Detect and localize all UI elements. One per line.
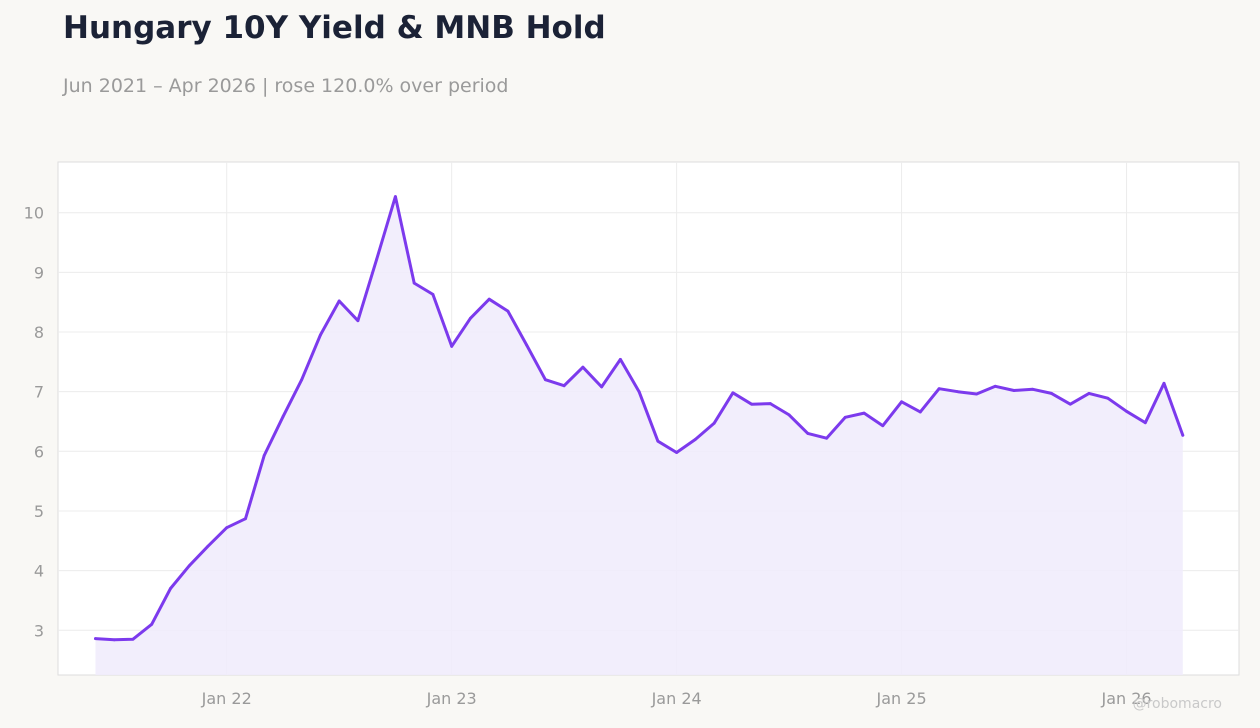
data-point <box>150 622 154 626</box>
data-point <box>712 421 716 425</box>
watermark: @robomacro <box>1132 696 1222 712</box>
data-point <box>394 195 397 198</box>
data-point <box>975 392 978 396</box>
data-point <box>806 432 810 435</box>
data-point <box>675 451 679 454</box>
data-point <box>94 637 97 641</box>
data-point <box>337 299 341 303</box>
data-point <box>187 564 191 568</box>
data-point <box>900 400 903 404</box>
data-point <box>225 526 229 530</box>
x-tick-label: Jan 25 <box>876 689 927 708</box>
data-point <box>1125 409 1128 413</box>
data-point <box>1106 396 1110 400</box>
y-tick-label: 3 <box>34 621 44 640</box>
data-point <box>244 517 247 521</box>
data-point <box>825 436 828 440</box>
y-tick-label: 9 <box>34 263 44 282</box>
data-point <box>881 424 885 428</box>
data-point <box>768 402 772 405</box>
data-point <box>206 544 210 548</box>
data-point <box>1012 389 1016 392</box>
y-tick-label: 7 <box>34 383 44 402</box>
y-axis-tick-labels: 3 4 5 6 7 8 9 10 <box>24 204 44 641</box>
data-point <box>993 384 997 388</box>
x-axis-tick-labels: Jan 22 Jan 23 Jan 24 Jan 25 Jan 26 <box>201 689 1152 708</box>
x-tick-label: Jan 23 <box>426 689 477 708</box>
y-tick-label: 5 <box>34 502 44 521</box>
data-point <box>169 587 172 590</box>
data-point <box>618 358 622 361</box>
data-point <box>1143 421 1147 425</box>
data-point <box>1162 381 1166 385</box>
data-point <box>787 413 791 417</box>
data-point <box>356 319 360 323</box>
data-point <box>487 297 491 301</box>
data-point <box>693 437 697 441</box>
data-point <box>506 309 510 313</box>
data-point <box>918 410 922 414</box>
y-tick-label: 8 <box>34 323 44 342</box>
data-point <box>1181 433 1185 437</box>
data-point <box>562 384 566 388</box>
data-point <box>1068 402 1072 406</box>
data-point <box>862 411 866 415</box>
data-point <box>1087 392 1091 395</box>
data-point <box>262 454 266 457</box>
data-point <box>1031 387 1035 391</box>
data-point <box>450 344 454 348</box>
x-tick-label: Jan 26 <box>1100 689 1151 708</box>
data-point <box>469 316 472 320</box>
series-points <box>94 195 1185 642</box>
data-point <box>543 378 547 382</box>
y-tick-label: 6 <box>34 442 44 461</box>
data-point <box>375 257 379 261</box>
data-point <box>319 333 322 337</box>
data-point <box>656 439 660 443</box>
chart-title: Hungary 10Y Yield & MNB Hold <box>63 10 606 46</box>
data-point <box>600 385 604 389</box>
data-point <box>131 637 135 641</box>
data-point <box>581 365 585 369</box>
data-point <box>937 387 941 391</box>
data-point <box>112 638 116 642</box>
y-tick-label: 10 <box>24 204 44 223</box>
x-tick-label: Jan 24 <box>651 689 702 708</box>
data-point <box>300 378 304 382</box>
chart-subtitle: Jun 2021 – Apr 2026 | rose 120.0% over p… <box>63 75 509 97</box>
data-point <box>956 390 960 394</box>
data-point <box>281 415 285 419</box>
series-area-fill <box>95 196 1183 675</box>
data-point <box>412 281 416 285</box>
data-point <box>843 415 847 419</box>
data-point <box>637 390 641 394</box>
x-tick-label: Jan 22 <box>201 689 252 708</box>
y-tick-label: 4 <box>34 562 44 581</box>
data-point <box>750 402 754 406</box>
data-point <box>1050 392 1053 395</box>
data-point <box>525 343 529 347</box>
data-point <box>731 391 735 395</box>
data-point <box>431 293 435 296</box>
